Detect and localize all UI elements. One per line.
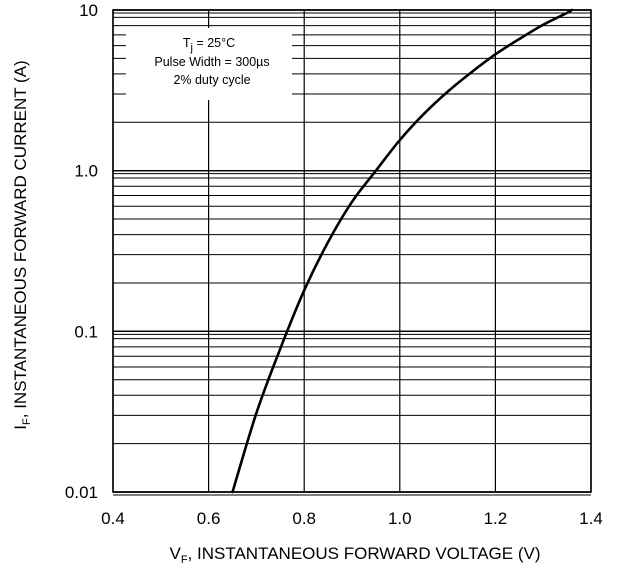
- x-tick-labels: 0.4 0.6 0.8 1.0 1.2 1.4: [101, 509, 603, 528]
- annotation-box: [126, 28, 292, 100]
- x-tick-label: 1.4: [579, 509, 603, 528]
- forward-curve-line: [231, 8, 574, 494]
- y-tick-label: 0.01: [65, 483, 98, 502]
- y-tick-labels: 0.01 0.1 1.0 10: [65, 1, 98, 502]
- y-tick-label: 0.1: [74, 322, 98, 341]
- x-axis-label: VF, INSTANTANEOUS FORWARD VOLTAGE (V): [169, 544, 540, 566]
- x-tick-label: 1.0: [388, 509, 412, 528]
- annotation-pulse-width: Pulse Width = 300µs: [154, 55, 269, 69]
- x-tick-label: 1.2: [484, 509, 508, 528]
- annotation-temperature: Tj = 25°C: [183, 36, 235, 54]
- y-axis-label: IF, INSTANTANEOUS FORWARD CURRENT (A): [11, 60, 33, 429]
- x-tick-label: 0.4: [101, 509, 125, 528]
- x-tick-label: 0.6: [197, 509, 221, 528]
- y-tick-label: 1.0: [74, 162, 98, 181]
- x-tick-label: 0.8: [292, 509, 316, 528]
- annotation-duty-cycle: 2% duty cycle: [173, 73, 250, 87]
- plot-frame: [112, 9, 592, 493]
- conditions-annotation: Tj = 25°C Pulse Width = 300µs 2% duty cy…: [126, 28, 292, 100]
- y-tick-label: 10: [79, 1, 98, 20]
